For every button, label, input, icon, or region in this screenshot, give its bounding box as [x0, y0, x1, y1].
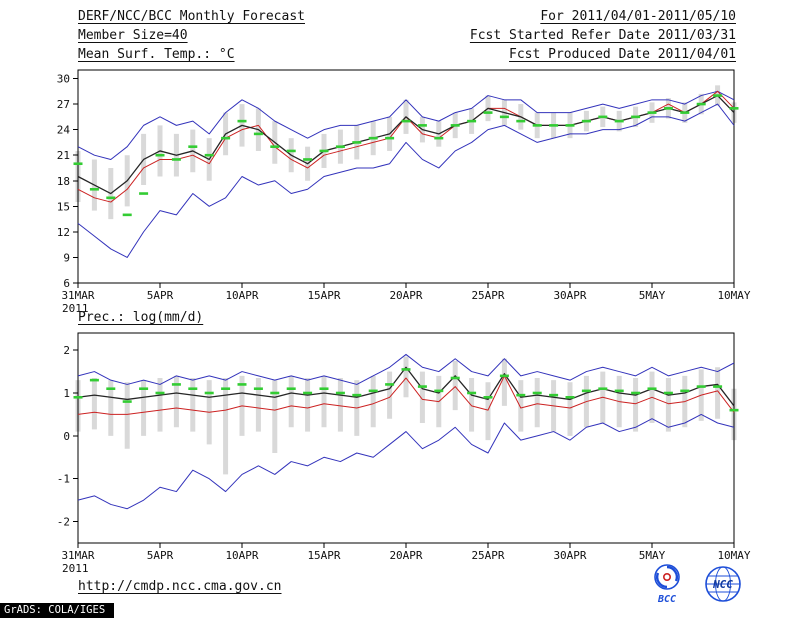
svg-text:10APR: 10APR: [225, 289, 258, 302]
grads-signature: GrADS: COLA/IGES: [0, 603, 115, 618]
member-size-label: Member Size=40: [78, 28, 188, 43]
svg-text:31MAR: 31MAR: [61, 289, 94, 302]
forecast-range-label: For 2011/04/01-2011/05/10: [540, 9, 736, 24]
ncc-logo: NCC: [705, 566, 741, 602]
svg-text:25APR: 25APR: [471, 549, 504, 562]
svg-text:5MAY: 5MAY: [639, 549, 666, 562]
header-row-1: DERF/NCC/BCC Monthly Forecast For 2011/0…: [78, 9, 736, 28]
logo-group: BCC NCC: [648, 563, 744, 605]
svg-text:6: 6: [63, 277, 70, 290]
svg-text:12: 12: [57, 226, 70, 239]
svg-text:2: 2: [63, 344, 70, 357]
bcc-logo: BCC: [654, 564, 680, 605]
svg-text:21: 21: [57, 149, 70, 162]
svg-text:24: 24: [57, 124, 71, 137]
svg-text:2011: 2011: [62, 302, 89, 315]
header-row-3: Mean Surf. Temp.: °C Fcst Produced Date …: [78, 47, 736, 66]
page-title: DERF/NCC/BCC Monthly Forecast: [78, 9, 305, 24]
svg-text:-1: -1: [57, 473, 70, 486]
ncc-logo-label: NCC: [712, 578, 733, 591]
bcc-logo-label: BCC: [657, 594, 676, 605]
svg-text:27: 27: [57, 98, 70, 111]
header: DERF/NCC/BCC Monthly Forecast For 2011/0…: [78, 9, 736, 66]
svg-text:1: 1: [63, 387, 70, 400]
svg-text:20APR: 20APR: [389, 289, 422, 302]
svg-text:10MAY: 10MAY: [717, 289, 750, 302]
svg-text:0: 0: [63, 430, 70, 443]
prec-chart: -2 -1 0 1 2 31MAR 5APR 10APR 15APR 20APR 25APR 30AP…: [57, 332, 751, 575]
header-row-2: Member Size=40 Fcst Started Refer Date 2…: [78, 28, 736, 47]
temp-chart: 6 9 12 15 18 21 24 27 30 31MAR 5APR 10APR 15APR 20APR…: [57, 69, 751, 315]
svg-text:30: 30: [57, 73, 70, 86]
svg-text:15APR: 15APR: [307, 549, 340, 562]
svg-text:18: 18: [57, 175, 70, 188]
svg-text:25APR: 25APR: [471, 289, 504, 302]
svg-text:20APR: 20APR: [389, 549, 422, 562]
svg-text:2011: 2011: [62, 562, 89, 575]
svg-text:30APR: 30APR: [553, 549, 586, 562]
svg-text:10APR: 10APR: [225, 549, 258, 562]
svg-text:5APR: 5APR: [147, 289, 174, 302]
temp-chart-title: Mean Surf. Temp.: °C: [78, 47, 235, 62]
svg-text:5APR: 5APR: [147, 549, 174, 562]
svg-text:31MAR: 31MAR: [61, 549, 94, 562]
fcst-produced-date-label: Fcst Produced Date 2011/04/01: [509, 47, 736, 62]
fcst-refer-date-label: Fcst Started Refer Date 2011/03/31: [469, 28, 736, 43]
svg-text:-2: -2: [57, 516, 70, 529]
prec-chart-title: Prec.: log(mm/d): [78, 310, 204, 325]
svg-text:15: 15: [57, 200, 70, 213]
svg-text:5MAY: 5MAY: [639, 289, 666, 302]
svg-text:9: 9: [63, 251, 70, 264]
svg-text:15APR: 15APR: [307, 289, 340, 302]
svg-text:30APR: 30APR: [553, 289, 586, 302]
svg-text:10MAY: 10MAY: [717, 549, 750, 562]
website-link[interactable]: http://cmdp.ncc.cma.gov.cn: [78, 579, 282, 594]
